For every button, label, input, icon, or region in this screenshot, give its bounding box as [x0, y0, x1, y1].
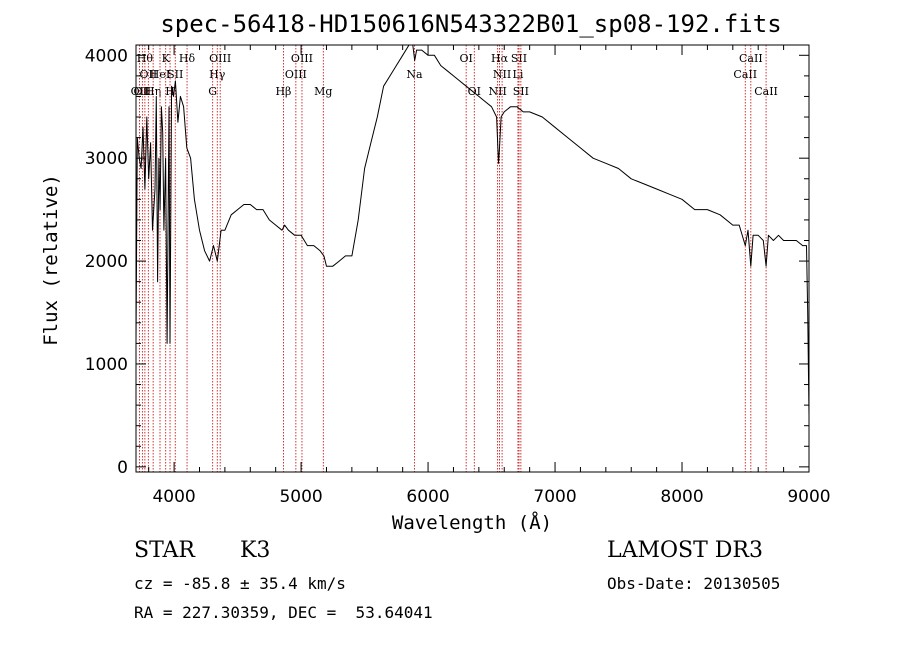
- x-tick-label: 8000: [660, 487, 703, 507]
- line-label-25: SII: [513, 85, 529, 98]
- y-tick-label: 4000: [85, 46, 128, 66]
- line-label-9: Hδ: [179, 52, 196, 65]
- line-label-22: NII: [493, 68, 511, 81]
- object-class: STAR: [134, 538, 195, 563]
- line-label-15: OIII: [291, 52, 313, 65]
- line-label-12: OIII: [209, 52, 231, 65]
- line-label-19: OI: [468, 85, 481, 98]
- survey-name: LAMOST DR3: [607, 538, 763, 563]
- line-label-27: CaII: [739, 52, 763, 65]
- subclass: K3: [240, 538, 271, 563]
- chart-title: spec-56418-HD150616N543322B01_sp08-192.f…: [160, 10, 781, 38]
- obs-date: Obs-Date: 20130505: [607, 574, 781, 593]
- line-label-20: NII: [488, 85, 506, 98]
- line-label-4: Hη: [145, 85, 161, 98]
- y-tick-label: 2000: [85, 252, 128, 272]
- line-label-2: Hθ: [137, 52, 154, 65]
- line-label-28: CaII: [754, 85, 778, 98]
- x-axis-label: Wavelength (Å): [392, 511, 552, 534]
- redshift-value: cz = -85.8 ± 35.4 km/s: [134, 574, 346, 593]
- y-tick-label: 0: [117, 458, 128, 478]
- spectral-line-markers: OIIOIIHθOIIHηHeIKHSIIHδGHγOIIIHβOIIIOIII…: [131, 45, 778, 472]
- y-axis: 0 1000 2000 3000 4000: [85, 46, 809, 478]
- y-tick-label: 3000: [85, 149, 128, 169]
- line-label-21: Hα: [491, 52, 509, 65]
- x-tick-label: 7000: [533, 487, 576, 507]
- x-axis: 4000 5000 6000 7000 8000 9000: [148, 45, 831, 507]
- line-label-11: Hγ: [209, 68, 226, 81]
- plot-frame: [135, 44, 810, 473]
- y-tick-label: 1000: [85, 355, 128, 375]
- line-label-24: SII: [511, 52, 527, 65]
- line-label-18: OI: [459, 52, 472, 65]
- line-label-10: G: [208, 85, 217, 98]
- x-tick-label: 4000: [152, 487, 195, 507]
- series-layer: [135, 44, 810, 416]
- line-label-23: Li: [513, 68, 524, 81]
- line-label-5: HeI: [150, 68, 170, 81]
- line-label-7: H: [165, 85, 175, 98]
- line-label-3: OII: [139, 68, 157, 81]
- spectrum-series-0: [135, 44, 810, 416]
- line-label-8: SII: [167, 68, 183, 81]
- x-tick-label: 6000: [406, 487, 449, 507]
- line-label-17: Na: [406, 68, 423, 81]
- line-label-6: K: [162, 52, 171, 65]
- ra-dec: RA = 227.30359, DEC = 53.64041: [134, 603, 433, 622]
- line-label-13: Hβ: [275, 85, 291, 98]
- line-label-16: Mg: [314, 85, 332, 98]
- line-label-1: OII: [133, 85, 151, 98]
- y-axis-label: Flux (relative): [40, 174, 62, 346]
- x-tick-label: 5000: [279, 487, 322, 507]
- line-label-14: OIII: [285, 68, 307, 81]
- x-tick-label: 9000: [787, 487, 830, 507]
- line-label-0: OII: [131, 85, 149, 98]
- line-label-26: CaII: [733, 68, 757, 81]
